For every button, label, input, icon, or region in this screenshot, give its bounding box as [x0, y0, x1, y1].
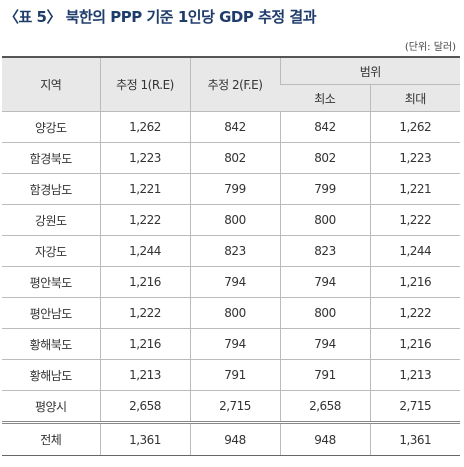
value-cell: 791 [279, 359, 370, 391]
value-cell: 794 [279, 328, 370, 360]
header-cell: 범위 [279, 56, 460, 85]
data-table: 지역 추정 1(R.E) 추정 2(F.E) 범위 최소 최대 양강도 1,262… [2, 56, 460, 456]
region-cell: 강원도 [2, 204, 100, 236]
value-cell: 1,221 [369, 173, 460, 205]
header-cell: 지역 [2, 56, 100, 112]
value-cell: 1,361 [369, 421, 460, 456]
table-row: 황해남도 1,213 791 791 1,213 [2, 359, 460, 391]
title: 〈표 5〉 북한의 PPP 기준 1인당 GDP 추정 결과 [4, 8, 317, 26]
value-cell: 1,262 [99, 111, 190, 143]
header-cell: 최소 [280, 84, 370, 112]
region-cell: 함경남도 [2, 173, 100, 205]
value-cell: 800 [279, 204, 370, 236]
value-cell: 948 [279, 421, 370, 456]
table-row: 함경남도 1,221 799 799 1,221 [2, 173, 460, 205]
table-header: 지역 추정 1(R.E) 추정 2(F.E) 범위 최소 최대 [2, 56, 460, 112]
table-row: 양강도 1,262 842 842 1,262 [2, 111, 460, 143]
region-cell: 함경북도 [2, 142, 100, 174]
table-row: 황해북도 1,216 794 794 1,216 [2, 328, 460, 360]
value-cell: 842 [279, 111, 370, 143]
value-cell: 799 [279, 173, 370, 205]
table-row: 강원도 1,222 800 800 1,222 [2, 204, 460, 236]
value-cell: 1,222 [99, 204, 190, 236]
value-cell: 794 [279, 266, 370, 298]
region-cell: 평양시 [2, 390, 100, 423]
table-row: 전체 1,361 948 948 1,361 [2, 421, 460, 456]
region-cell: 평안남도 [2, 297, 100, 329]
value-cell: 1,222 [369, 204, 460, 236]
value-cell: 842 [189, 111, 280, 143]
value-cell: 791 [189, 359, 280, 391]
value-cell: 1,223 [369, 142, 460, 174]
table-row: 자강도 1,244 823 823 1,244 [2, 235, 460, 267]
header-cell: 추정 2(F.E) [189, 56, 280, 112]
table-row: 함경북도 1,223 802 802 1,223 [2, 142, 460, 174]
value-cell: 1,222 [369, 297, 460, 329]
value-cell: 1,216 [369, 328, 460, 360]
table-row: 평안북도 1,216 794 794 1,216 [2, 266, 460, 298]
value-cell: 1,221 [99, 173, 190, 205]
value-cell: 802 [189, 142, 280, 174]
value-cell: 1,216 [99, 266, 190, 298]
value-cell: 823 [189, 235, 280, 267]
region-cell: 황해남도 [2, 359, 100, 391]
value-cell: 1,216 [99, 328, 190, 360]
header-cell: 추정 1(R.E) [99, 56, 190, 112]
region-cell: 전체 [2, 421, 100, 456]
value-cell: 1,216 [369, 266, 460, 298]
value-cell: 802 [279, 142, 370, 174]
region-cell: 평안북도 [2, 266, 100, 298]
value-cell: 800 [189, 204, 280, 236]
value-cell: 1,213 [99, 359, 190, 391]
value-cell: 1,361 [99, 421, 190, 456]
table-row: 평양시 2,658 2,715 2,658 2,715 [2, 390, 460, 423]
region-cell: 자강도 [2, 235, 100, 267]
table-body: 양강도 1,262 842 842 1,262 함경북도 1,223 802 802 1,223 함… [2, 111, 460, 456]
header-cell: 최대 [369, 84, 460, 112]
value-cell: 1,262 [369, 111, 460, 143]
value-cell: 2,658 [99, 390, 190, 423]
value-cell: 823 [279, 235, 370, 267]
value-cell: 794 [189, 266, 280, 298]
unit: (단위: 달러) [404, 42, 456, 53]
value-cell: 2,658 [279, 390, 370, 423]
region-cell: 양강도 [2, 111, 100, 143]
value-cell: 794 [189, 328, 280, 360]
value-cell: 1,222 [99, 297, 190, 329]
value-cell: 1,244 [369, 235, 460, 267]
table-row: 평안남도 1,222 800 800 1,222 [2, 297, 460, 329]
region-cell: 황해북도 [2, 328, 100, 360]
value-cell: 1,213 [369, 359, 460, 391]
value-cell: 800 [279, 297, 370, 329]
value-cell: 799 [189, 173, 280, 205]
value-cell: 2,715 [189, 390, 280, 423]
value-cell: 948 [189, 421, 280, 456]
value-cell: 2,715 [369, 390, 460, 423]
value-cell: 1,244 [99, 235, 190, 267]
value-cell: 800 [189, 297, 280, 329]
value-cell: 1,223 [99, 142, 190, 174]
